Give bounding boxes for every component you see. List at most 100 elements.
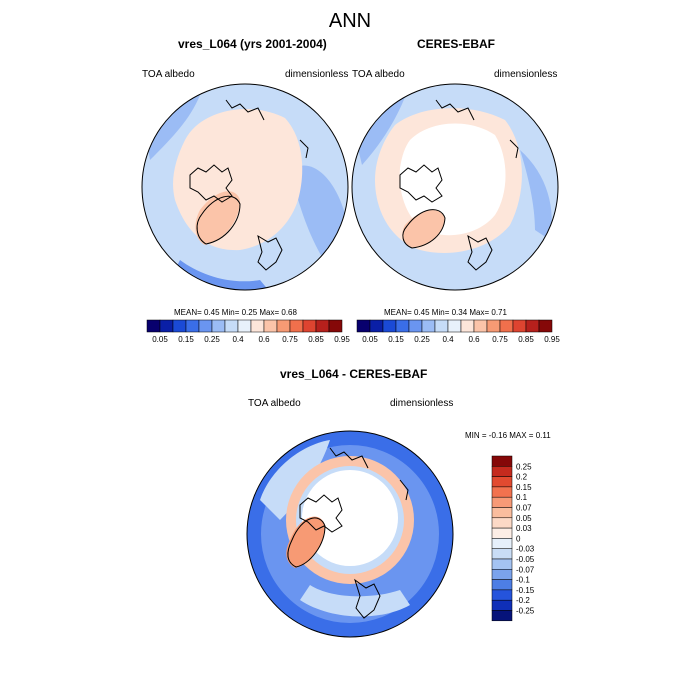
map2-coastline-europe	[467, 234, 493, 271]
panel2-units-label: dimensionless	[494, 69, 558, 80]
model-colorbar-swatch	[185, 319, 200, 333]
diff-colorbar: 0.250.20.150.10.070.050.030-0.03-0.05-0.…	[491, 455, 535, 622]
figure-title: ANN	[328, 10, 372, 32]
panel3-title: vres_L064 - CERES-EBAF	[280, 367, 428, 381]
diff-colorbar-tick-label: -0.07	[516, 565, 535, 574]
diff-colorbar-swatch	[491, 589, 513, 601]
model-colorbar-swatch	[198, 319, 213, 333]
model-colorbar-swatch	[237, 319, 252, 333]
model-colorbar-tick-label: 0.75	[282, 335, 298, 344]
diff-colorbar-swatch	[491, 466, 513, 477]
obs-colorbar-tick-label: 0.15	[388, 335, 404, 344]
obs-colorbar-swatch	[434, 319, 449, 333]
panel1-title: vres_L064 (yrs 2001-2004)	[178, 37, 327, 51]
map3-near-zero-south	[300, 585, 410, 617]
diff-colorbar-swatch	[491, 610, 513, 622]
model-colorbar-swatch	[289, 319, 304, 333]
map3-coastline-greenland	[287, 517, 326, 568]
diff-colorbar-tick-label: -0.2	[516, 596, 530, 605]
diff-colorbar-tick-label: 0.05	[516, 514, 532, 523]
diff-colorbar-tick-label: -0.15	[516, 586, 535, 595]
model-colorbar-swatch	[224, 319, 239, 333]
map2-coastline-siberia	[435, 99, 475, 121]
model-colorbar-swatch	[146, 319, 161, 333]
model-colorbar: 0.05 0.15 0.25 0.4 0.6 0.75 0.85 0.95	[146, 319, 350, 344]
diff-colorbar-swatch	[491, 579, 513, 591]
diff-colorbar-tick-label: -0.05	[516, 555, 535, 564]
diff-colorbar-swatch	[491, 538, 513, 549]
obs-colorbar-tick-label: 0.85	[518, 335, 534, 344]
obs-colorbar-tick-label: 0.6	[468, 335, 480, 344]
diff-colorbar-swatch	[491, 476, 513, 488]
map1-greenland	[195, 191, 240, 245]
model-colorbar-swatch	[315, 319, 330, 333]
map1-outline	[141, 83, 349, 291]
map2-low-albedo-west	[356, 97, 405, 165]
obs-colorbar-swatch	[369, 319, 384, 333]
panel1-units-label: dimensionless	[285, 69, 349, 80]
obs-colorbar-tick-label: 0.05	[362, 335, 378, 344]
map2-low-albedo-east	[520, 150, 552, 240]
model-colorbar-tick-label: 0.85	[308, 335, 324, 344]
model-colorbar-swatch	[276, 319, 291, 333]
diff-colorbar-swatch	[491, 517, 513, 529]
map1-coastline-east	[299, 139, 309, 159]
panel2-variable-label: TOA albedo	[352, 69, 405, 80]
obs-colorbar: 0.05 0.15 0.25 0.4 0.6 0.75 0.85 0.95	[356, 319, 560, 344]
diff-colorbar-swatch	[491, 569, 513, 580]
map1-low-albedo-south	[175, 260, 270, 290]
obs-colorbar-swatch	[382, 319, 397, 333]
panel2-stats: MEAN= 0.45 Min= 0.34 Max= 0.71	[384, 308, 507, 317]
diff-colorbar-tick-label: 0.1	[516, 493, 528, 502]
diff-colorbar-swatch	[491, 486, 513, 498]
diff-colorbar-tick-label: 0.2	[516, 473, 528, 482]
model-colorbar-swatch	[172, 319, 187, 333]
obs-colorbar-swatch	[473, 319, 488, 333]
model-colorbar-swatch	[211, 319, 226, 333]
obs-colorbar-tick-label: 0.4	[442, 335, 454, 344]
diff-colorbar-tick-label: 0.25	[516, 462, 532, 471]
map2-outline	[351, 83, 559, 291]
map1-coastline-siberia	[225, 99, 265, 121]
model-polar-map	[141, 83, 349, 291]
map2-coastline-a	[399, 164, 443, 203]
panel3-stats: MIN = -0.16 MAX = 0.11	[465, 431, 551, 440]
panel1-stats: MEAN= 0.45 Min= 0.25 Max= 0.68	[174, 308, 297, 317]
diff-colorbar-swatch	[491, 527, 513, 539]
obs-colorbar-swatch	[486, 319, 501, 333]
map3-coastline-a	[299, 494, 343, 533]
diff-colorbar-swatch	[491, 599, 513, 611]
obs-colorbar-swatch	[408, 319, 423, 333]
diff-colorbar-tick-label: 0.03	[516, 524, 532, 533]
diff-colorbar-swatch	[491, 496, 513, 508]
model-colorbar-swatch	[328, 319, 343, 333]
map1-coastline-greenland	[196, 195, 241, 245]
map2-coastline-greenland	[402, 209, 446, 249]
diff-colorbar-swatch	[491, 558, 513, 570]
map3-coastline-siberia	[329, 447, 369, 469]
diff-colorbar-tick-label: -0.03	[516, 545, 535, 554]
diff-colorbar-swatch	[491, 548, 513, 560]
obs-colorbar-tick-label: 0.75	[492, 335, 508, 344]
map3-near-zero-west	[260, 440, 330, 520]
obs-colorbar-swatch	[525, 319, 540, 333]
diff-colorbar-swatch	[491, 507, 513, 519]
obs-colorbar-tick-label: 0.95	[544, 335, 560, 344]
obs-colorbar-swatch	[512, 319, 527, 333]
map3-coastline-east	[399, 479, 409, 501]
obs-colorbar-swatch	[538, 319, 553, 333]
model-colorbar-swatch	[302, 319, 317, 333]
model-colorbar-tick-label: 0.05	[152, 335, 168, 344]
panel1-variable-label: TOA albedo	[142, 69, 195, 80]
obs-colorbar-swatch	[460, 319, 475, 333]
map3-outline	[246, 430, 454, 638]
model-colorbar-tick-label: 0.25	[204, 335, 220, 344]
diff-colorbar-tick-label: 0.15	[516, 483, 532, 492]
panel2-title: CERES-EBAF	[417, 37, 496, 51]
map1-low-albedo-west	[145, 95, 200, 160]
map2-coastline-east	[509, 139, 519, 159]
model-colorbar-swatch	[263, 319, 278, 333]
model-colorbar-tick-label: 0.4	[232, 335, 244, 344]
diff-colorbar-tick-label: 0.07	[516, 504, 532, 513]
